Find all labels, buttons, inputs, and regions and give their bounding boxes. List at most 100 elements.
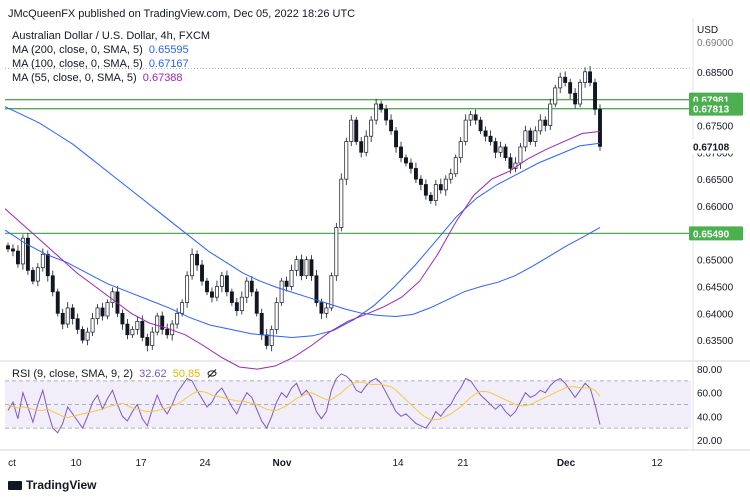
candle-body — [259, 312, 264, 336]
candle-body — [289, 270, 294, 287]
tradingview-brand[interactable]: TradingView — [8, 478, 96, 492]
candle-body — [463, 119, 468, 142]
candle-body — [384, 109, 389, 121]
time-axis-label: 14 — [392, 458, 404, 469]
candle-body — [364, 135, 369, 153]
candle-body — [593, 82, 597, 110]
candle-body — [190, 253, 195, 277]
candle-body — [558, 76, 563, 89]
candle-body — [324, 307, 329, 314]
candle-body — [120, 312, 125, 325]
candle-body — [548, 103, 553, 126]
candle-body — [563, 76, 568, 83]
candle-body — [180, 302, 185, 314]
candle-body — [210, 291, 214, 298]
legend-rsi-label: RSI (9, close, SMA, 9, 2) — [12, 368, 134, 380]
candle-body — [105, 302, 110, 317]
legend-ma200-value: 0.65595 — [148, 44, 189, 56]
candle-body — [95, 307, 100, 320]
legend-rsi-value: 32.62 — [139, 368, 167, 380]
candle-body — [20, 237, 25, 265]
candle-body — [418, 178, 423, 185]
legend-ma100-label: MA (100, close, 0, SMA, 5) — [12, 58, 143, 70]
price-axis-tick: 0.67500 — [697, 121, 734, 132]
level-price-tag: 0.65490 — [693, 229, 730, 240]
candle-body — [433, 184, 438, 201]
candle-body — [145, 337, 150, 346]
candle-body — [30, 270, 35, 282]
legend-ma100[interactable]: MA (100, close, 0, SMA, 5) 0.67167 — [12, 58, 189, 70]
legend-ma55[interactable]: MA (55, close, 0, SMA, 5) 0.67388 — [12, 72, 183, 84]
candle-body — [409, 162, 413, 169]
candle-body — [219, 275, 224, 287]
candle-body — [404, 157, 408, 164]
candle-body — [568, 82, 573, 94]
candle-body — [244, 280, 249, 298]
candle-body — [493, 141, 498, 153]
candle-body — [55, 291, 60, 314]
candle-body — [85, 331, 90, 341]
time-axis[interactable]: ct 10 17 24 Nov 14 21 Dec 12 — [8, 458, 663, 469]
candle-body — [533, 130, 538, 142]
moving-average-lines — [4, 106, 601, 370]
rsi-pane: 80.00 60.00 40.00 20.00 — [5, 365, 722, 447]
candle-body — [399, 146, 403, 159]
candle-body — [60, 312, 65, 325]
rsi-axis-tick: 20.00 — [697, 436, 722, 447]
level-price-tag-bg — [689, 226, 743, 241]
candle-body — [70, 307, 75, 320]
time-axis-label: ct — [8, 458, 16, 469]
time-axis-label: 21 — [457, 458, 469, 469]
candle-body — [239, 296, 244, 311]
candle-body — [254, 291, 259, 314]
legend-ma200-label: MA (200, close, 0, SMA, 5) — [12, 44, 143, 56]
candle-body — [175, 312, 180, 325]
candle-body — [369, 119, 374, 137]
legend-ma100-value: 0.67167 — [148, 58, 189, 70]
candle-body — [80, 329, 85, 341]
legend-ma200[interactable]: MA (200, close, 0, SMA, 5) 0.65595 — [12, 44, 189, 56]
candle-body — [45, 253, 50, 277]
moving-average-line — [4, 142, 601, 339]
candle-body — [413, 168, 418, 180]
candle-body — [185, 275, 190, 303]
candle-body — [448, 173, 453, 180]
candle-body — [160, 315, 165, 330]
candle-body — [279, 280, 284, 303]
candle-body — [344, 141, 349, 180]
candle-body — [428, 194, 433, 201]
candle-body — [130, 329, 135, 336]
tradingview-logo-icon — [8, 481, 22, 490]
candle-body — [294, 259, 299, 271]
candle-body — [379, 103, 384, 110]
candle-body — [140, 321, 145, 338]
candle-body — [518, 146, 523, 164]
candle-body — [309, 259, 314, 277]
candle-body — [274, 302, 279, 330]
last-price-tag-bg — [689, 139, 743, 154]
candle-body — [443, 178, 448, 191]
time-axis-label: 24 — [199, 458, 211, 469]
candle-body — [50, 275, 55, 293]
eye-off-icon[interactable] — [207, 369, 217, 378]
horizontal-levels[interactable] — [5, 68, 691, 234]
candle-body — [40, 253, 45, 269]
price-axis-tick: 0.63500 — [697, 336, 734, 347]
rsi-axis-tick: 60.00 — [697, 389, 722, 400]
price-axis-tick-partial: 0.69000 — [697, 38, 734, 49]
price-axis-tick: 0.66500 — [697, 175, 734, 186]
candle-body — [214, 286, 219, 298]
candle-body — [135, 321, 140, 330]
candle-body — [264, 334, 269, 346]
candle-body — [269, 329, 274, 346]
legend-rsi-ma-value: 50.85 — [172, 368, 201, 380]
level-price-tag: 0.67813 — [693, 105, 730, 116]
candle-body — [334, 227, 339, 277]
legend-ma55-value: 0.67388 — [142, 72, 183, 84]
candle-body — [100, 307, 105, 317]
candle-body — [598, 109, 602, 147]
legend-rsi[interactable]: RSI (9, close, SMA, 9, 2) 32.62 50.85 — [12, 368, 217, 380]
time-axis-label: Dec — [557, 458, 576, 469]
time-axis-label: 12 — [651, 458, 663, 469]
